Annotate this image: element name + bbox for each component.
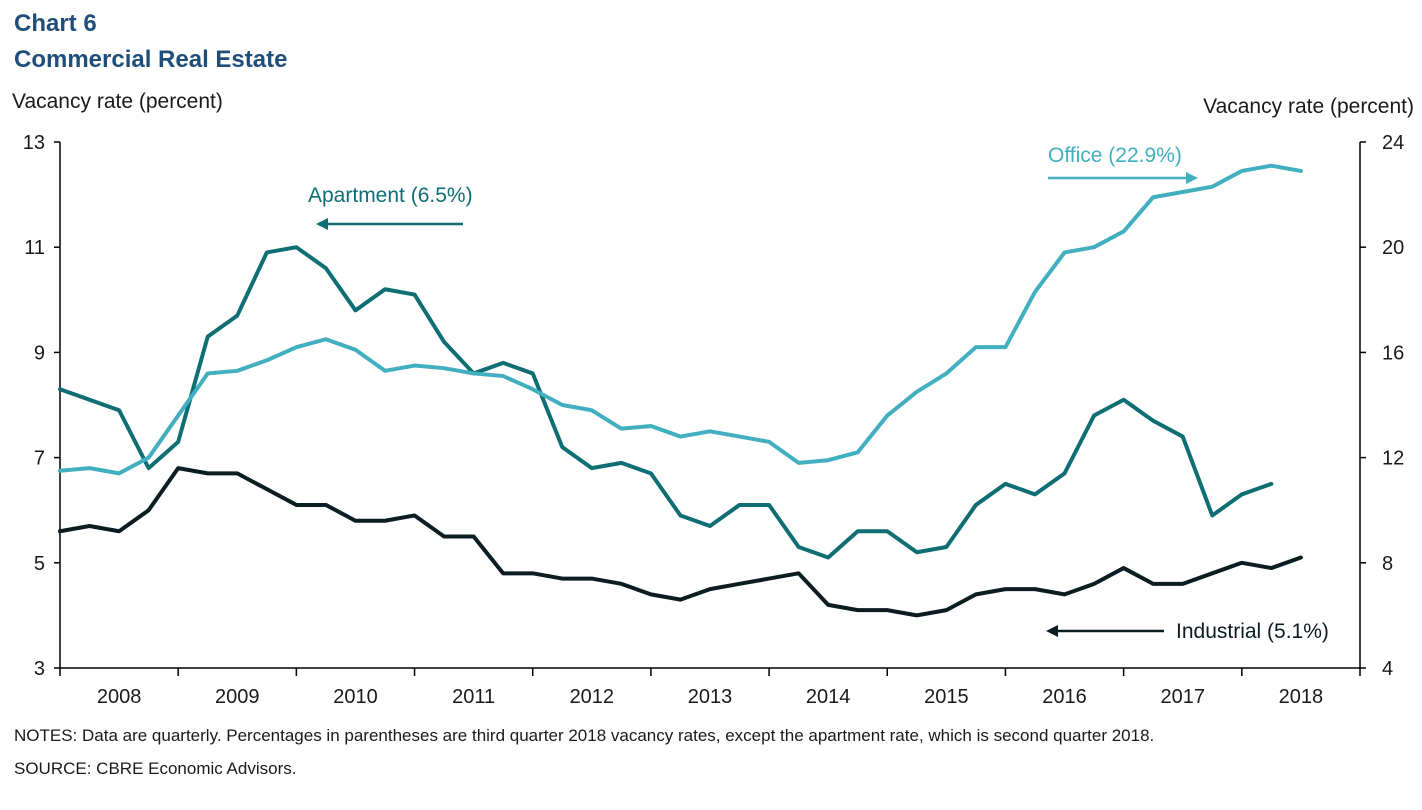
x-tick-label: 2017 (1160, 686, 1205, 708)
x-tick-label: 2010 (333, 686, 378, 708)
series-line-apartment (58, 245, 1274, 560)
x-tick-label: 2009 (215, 686, 260, 708)
x-tick-label: 2012 (570, 686, 615, 708)
y-tick-label-right: 8 (1382, 553, 1393, 575)
y-tick-label-left: 3 (34, 658, 45, 680)
series-label-industrial: Industrial (5.1%) (1176, 620, 1329, 643)
x-tick-label: 2014 (806, 686, 851, 708)
series-line-office (58, 163, 1303, 476)
series-label-office: Office (22.9%) (1048, 144, 1182, 167)
chart-title: Commercial Real Estate (14, 46, 288, 73)
y-tick-label-right: 12 (1382, 448, 1404, 470)
x-tick-label: 2018 (1279, 686, 1324, 708)
y-tick-label-left: 13 (23, 132, 45, 154)
chart-source: SOURCE: CBRE Economic Advisors. (14, 759, 297, 778)
x-tick-label: 2011 (452, 686, 495, 708)
series-label-apartment: Apartment (6.5%) (308, 184, 473, 207)
x-tick-label: 2008 (97, 686, 142, 708)
arrow-office-head (1186, 172, 1198, 184)
arrow-industrial-head (1046, 625, 1058, 637)
x-tick-label: 2015 (924, 686, 969, 708)
y-tick-label-right: 16 (1382, 342, 1404, 364)
y-tick-label-right: 24 (1382, 132, 1404, 154)
arrow-apartment-head (316, 218, 328, 230)
y-tick-label-left: 5 (34, 553, 45, 575)
chart-notes: NOTES: Data are quarterly. Percentages i… (14, 726, 1155, 745)
x-tick-label: 2013 (688, 686, 733, 708)
chart-number: Chart 6 (14, 10, 97, 37)
y-tick-label-left: 11 (24, 237, 45, 259)
y-axis-right-label: Vacancy rate (percent) (1203, 95, 1414, 118)
y-axis-left-label: Vacancy rate (percent) (12, 90, 223, 113)
x-tick-label: 2016 (1042, 686, 1087, 708)
y-tick-label-right: 20 (1382, 237, 1404, 259)
series-line-industrial (58, 466, 1303, 618)
y-tick-label-right: 4 (1382, 658, 1393, 680)
y-tick-label-left: 7 (34, 448, 45, 470)
y-tick-label-left: 9 (34, 342, 45, 364)
